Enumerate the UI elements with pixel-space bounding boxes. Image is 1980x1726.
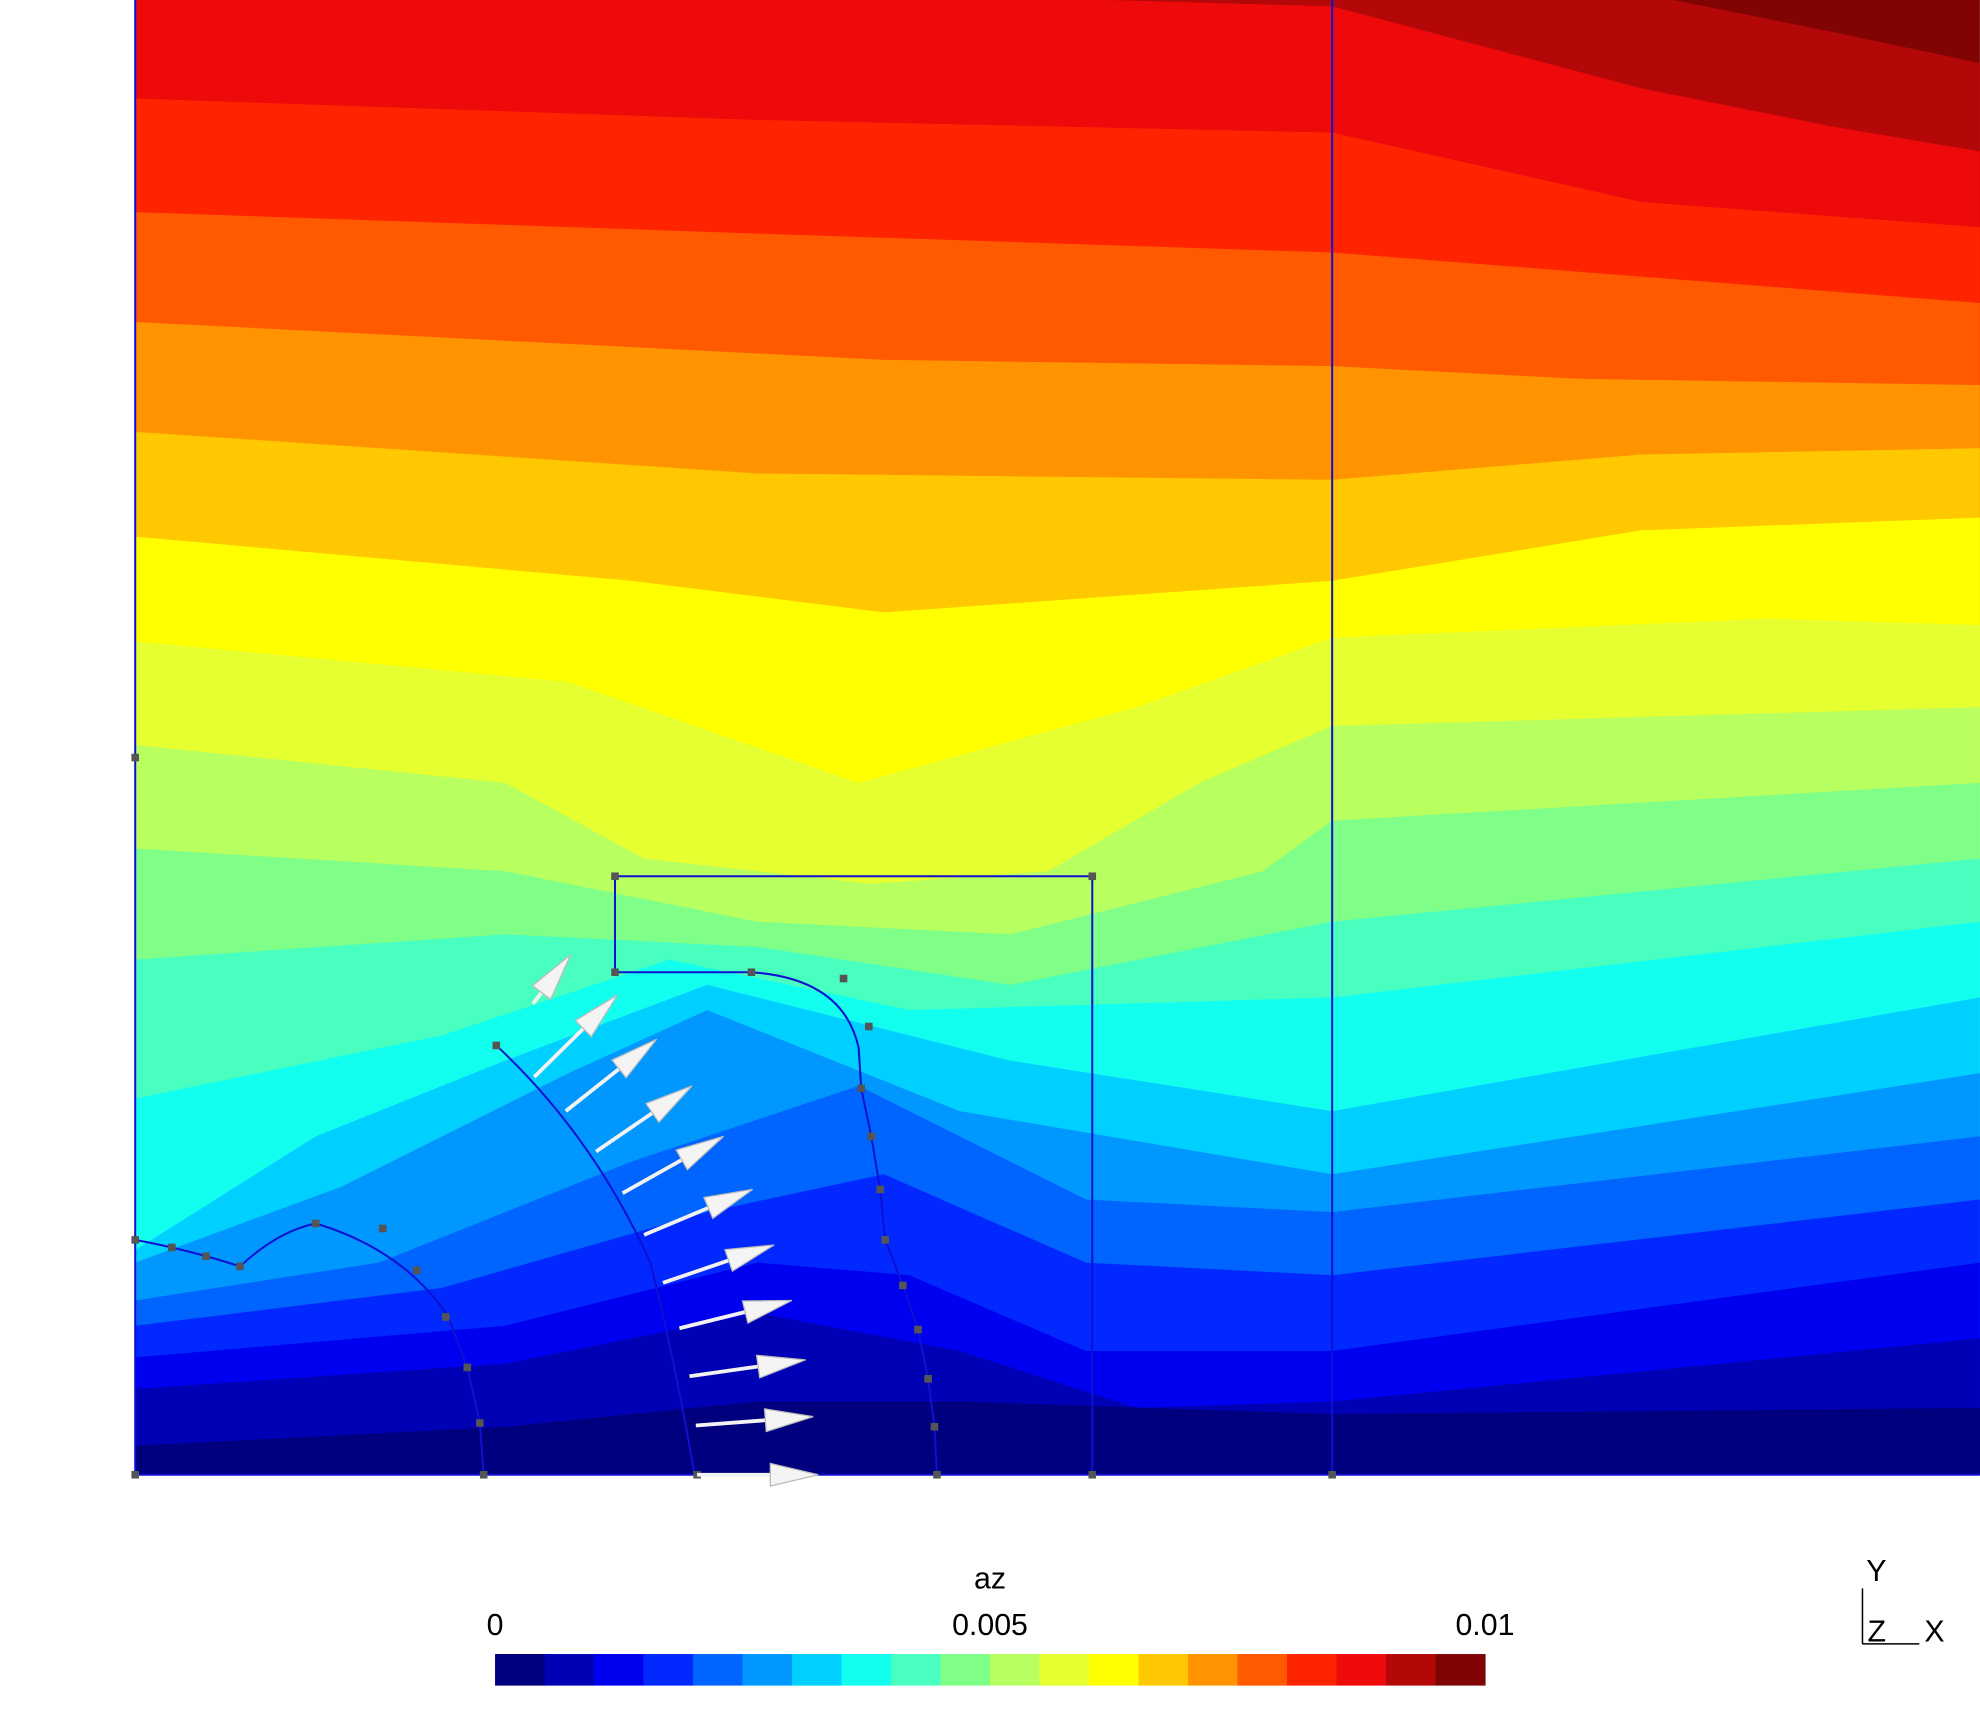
triad-y-label: Y bbox=[1866, 1555, 1886, 1588]
vector-arrow-head bbox=[531, 954, 572, 1001]
node-point bbox=[611, 968, 619, 977]
colorbar-segment bbox=[940, 1654, 991, 1686]
boundary-line bbox=[495, 1044, 696, 1475]
vector-arrow-shaft bbox=[532, 1027, 585, 1079]
vector-arrow-shaft bbox=[621, 1158, 683, 1195]
node-point bbox=[899, 1281, 907, 1290]
node-point bbox=[876, 1185, 884, 1194]
colorbar-tick-label: 0.01 bbox=[1455, 1609, 1514, 1642]
node-point bbox=[202, 1252, 210, 1261]
colorbar-segment bbox=[1286, 1654, 1338, 1686]
node-point bbox=[236, 1262, 244, 1271]
node-point bbox=[463, 1363, 472, 1372]
colorbar-segment bbox=[841, 1654, 892, 1686]
node-point bbox=[914, 1325, 922, 1334]
node-point bbox=[924, 1374, 932, 1383]
node-point bbox=[479, 1470, 488, 1479]
boundary-line bbox=[613, 875, 1094, 1475]
node-point bbox=[857, 1084, 866, 1093]
colorbar-segment bbox=[643, 1654, 694, 1686]
node-point bbox=[1088, 872, 1097, 881]
geometry-overlay bbox=[131, 0, 1980, 1487]
vector-arrow-shaft bbox=[695, 1418, 766, 1428]
vector-arrow-shaft bbox=[564, 1067, 621, 1113]
colorbar-segment bbox=[495, 1654, 546, 1686]
node-point bbox=[1328, 1470, 1336, 1479]
vector-arrow-shaft bbox=[531, 991, 544, 1005]
node-point bbox=[476, 1419, 484, 1427]
vector-arrow-head bbox=[741, 1299, 793, 1324]
colorbar-segment bbox=[1088, 1654, 1140, 1686]
node-point bbox=[1088, 1470, 1097, 1479]
triad-z-label: Z bbox=[1868, 1615, 1887, 1648]
boundary-line bbox=[615, 971, 938, 1475]
vector-arrow-shaft bbox=[662, 1258, 730, 1285]
vector-arrow-head bbox=[755, 1354, 806, 1379]
contour-field bbox=[135, 0, 1980, 1475]
node-point bbox=[867, 1132, 876, 1141]
vector-arrow-shaft bbox=[643, 1206, 710, 1237]
colorbar-segment bbox=[891, 1654, 942, 1686]
node-point bbox=[881, 1236, 889, 1244]
colorbar: 0 0.005 0.01 bbox=[487, 1609, 1514, 1686]
colorbar-segment bbox=[1237, 1654, 1288, 1686]
colorbar-segment bbox=[792, 1654, 843, 1686]
colorbar-segment bbox=[1039, 1654, 1090, 1686]
node-point bbox=[933, 1470, 941, 1479]
node-point bbox=[131, 753, 139, 762]
colorbar-title: az bbox=[974, 1562, 1006, 1595]
colorbar-segment bbox=[693, 1654, 744, 1686]
node-point bbox=[442, 1313, 450, 1321]
vector-arrow-head bbox=[763, 1408, 814, 1433]
vector-arrow-head bbox=[724, 1244, 775, 1273]
node-point bbox=[168, 1243, 176, 1252]
vector-arrow-head bbox=[675, 1135, 725, 1171]
boundary-line bbox=[135, 1222, 485, 1475]
colorbar-segment bbox=[1138, 1654, 1189, 1686]
node-point bbox=[378, 1224, 387, 1233]
colorbar-segment bbox=[594, 1654, 645, 1686]
colorbar-segment bbox=[544, 1654, 595, 1686]
node-point bbox=[930, 1422, 939, 1431]
contour-band bbox=[135, 1401, 1980, 1475]
node-point bbox=[131, 1470, 139, 1479]
vector-arrow-shaft bbox=[678, 1310, 746, 1331]
vector-arrow-head bbox=[574, 994, 619, 1038]
vector-arrow-shaft bbox=[689, 1364, 759, 1379]
vector-arrow-head bbox=[703, 1188, 753, 1220]
colorbar-tick-label: 0.005 bbox=[952, 1609, 1028, 1642]
axis-triad: Y Z X bbox=[1861, 1555, 1945, 1648]
colorbar-segment bbox=[1336, 1654, 1387, 1686]
colorbar-tick-label: 0 bbox=[487, 1609, 504, 1642]
vector-arrow-head bbox=[769, 1462, 819, 1487]
vector-arrow-head bbox=[611, 1038, 658, 1079]
node-point bbox=[839, 974, 848, 983]
node-point bbox=[865, 1022, 873, 1031]
colorbar-segment bbox=[990, 1654, 1041, 1686]
node-point bbox=[492, 1041, 501, 1050]
triad-x-label: X bbox=[1924, 1615, 1944, 1648]
colorbar-segment bbox=[742, 1654, 793, 1686]
node-point bbox=[412, 1266, 421, 1274]
colorbar-segment bbox=[1435, 1654, 1486, 1686]
node-point bbox=[131, 1236, 139, 1244]
node-point bbox=[611, 872, 619, 881]
vector-arrow-head bbox=[645, 1085, 693, 1124]
colorbar-segment bbox=[1187, 1654, 1239, 1686]
node-point bbox=[311, 1219, 320, 1228]
colorbar-segment bbox=[1385, 1654, 1437, 1686]
node-point bbox=[747, 968, 756, 977]
vector-arrow-shaft bbox=[594, 1111, 654, 1154]
